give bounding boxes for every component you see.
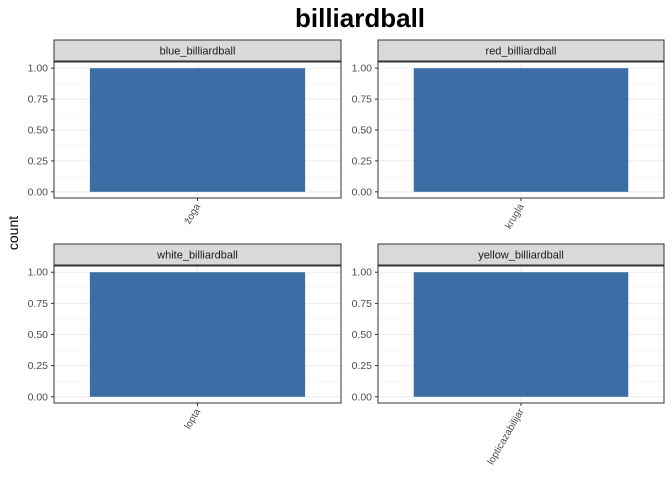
y-tick-label: 0.25 [352, 155, 373, 167]
y-tick-label: 1.00 [352, 267, 373, 279]
panel-strip [377, 243, 665, 266]
y-tick-label: 0.75 [28, 298, 49, 310]
bar [413, 272, 629, 397]
panel-strip [377, 39, 665, 62]
panel-strip-label: white_billiardball [156, 250, 238, 262]
y-tick-label: 0.50 [28, 329, 49, 341]
panel-strip-label: yellow_billiardball [478, 250, 564, 262]
y-tick-label: 0.75 [352, 94, 373, 106]
panel-strip [53, 243, 342, 266]
panels: blue_billiardball 0.00 0.25 0.50 0.75 1.00 žog… [28, 39, 665, 467]
panel-strip [53, 39, 342, 62]
panel-border [377, 265, 665, 404]
y-tick-label: 1.00 [28, 267, 49, 279]
panel-border [53, 61, 342, 199]
y-tick-label: 0.25 [28, 155, 49, 167]
panel-3: white_billiardball 0.00 0.25 0.50 0.75 1.00 lo… [28, 243, 342, 432]
panel-strip-label: red_billiardball [486, 46, 557, 58]
y-tick-label: 0.75 [352, 298, 373, 310]
panel-border [377, 61, 665, 199]
x-tick-label: lopticazabilijar [486, 406, 527, 466]
bar [89, 272, 306, 397]
y-axis-label: count [5, 216, 21, 250]
y-tick-label: 0.00 [28, 186, 49, 198]
bar [89, 68, 306, 192]
y-tick-label: 1.00 [352, 63, 373, 75]
panel-4: yellow_billiardball 0.00 0.25 0.50 0.75 1.00 l… [352, 243, 665, 467]
y-tick-label: 0.75 [28, 94, 49, 106]
y-tick-label: 0.00 [28, 391, 49, 403]
panel-1: blue_billiardball 0.00 0.25 0.50 0.75 1.00 žog… [28, 39, 342, 227]
y-tick-label: 0.25 [28, 360, 49, 372]
panel-border [53, 265, 342, 404]
x-tick-label: lopta [183, 407, 204, 432]
panel-2: red_billiardball 0.00 0.25 0.50 0.75 1.00 krug… [352, 39, 665, 231]
panel-strip-label: blue_billiardball [160, 46, 236, 58]
y-tick-label: 0.00 [352, 186, 373, 198]
x-tick-label: žoga [183, 202, 204, 227]
y-tick-label: 0.50 [28, 125, 49, 137]
y-tick-label: 1.00 [28, 63, 49, 75]
y-tick-label: 0.50 [352, 329, 373, 341]
y-tick-label: 0.50 [352, 125, 373, 137]
chart-title: billiardball [295, 3, 425, 33]
y-tick-label: 0.25 [352, 360, 373, 372]
x-tick-label: krugla [503, 202, 526, 231]
y-tick-label: 0.00 [352, 391, 373, 403]
bar [413, 68, 629, 192]
